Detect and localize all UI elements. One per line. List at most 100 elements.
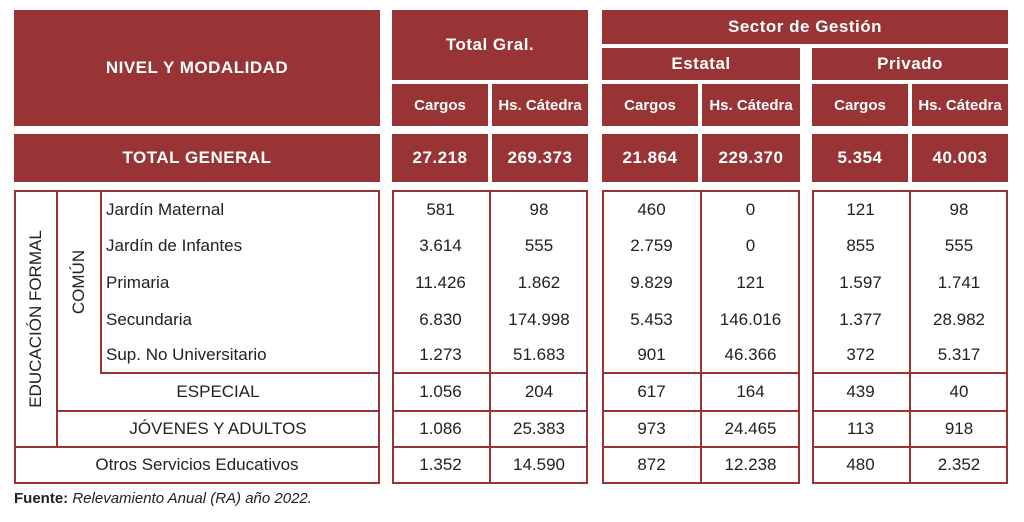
row-label-jovenes-adultos: JÓVENES Y ADULTOS xyxy=(129,419,307,438)
value-cell: 164 xyxy=(736,382,765,401)
source-footer: Fuente: Relevamiento Anual (RA) año 2022… xyxy=(14,490,312,507)
value-cell: 0 xyxy=(745,200,756,219)
divider xyxy=(602,410,800,412)
value-cell: 6.830 xyxy=(419,310,462,329)
total-cargos-header: Cargos xyxy=(392,84,488,126)
value-cell: 51.683 xyxy=(513,345,565,364)
row-label-secundaria: Secundaria xyxy=(106,310,193,329)
nivel-modalidad-label: NIVEL Y MODALIDAD xyxy=(105,58,289,77)
value-cell: 555 xyxy=(524,236,554,255)
value-cell: 5.317 xyxy=(937,345,981,364)
nivel-modalidad-header: NIVEL Y MODALIDAD xyxy=(14,10,380,126)
value-cell: 46.366 xyxy=(724,345,777,364)
divider xyxy=(392,410,588,412)
value-cell: 617 xyxy=(637,382,666,401)
value-cell: 98 xyxy=(949,200,969,219)
divider xyxy=(909,190,911,484)
total-general-value: 229.370 xyxy=(702,134,800,182)
total-general-value: 27.218 xyxy=(392,134,488,182)
value-cell: 3.614 xyxy=(419,236,462,255)
value-cell: 480 xyxy=(846,455,875,474)
value-cell: 1.862 xyxy=(517,273,561,292)
source-text: Relevamiento Anual (RA) año 2022. xyxy=(72,490,312,507)
divider xyxy=(602,446,800,448)
divider xyxy=(100,372,380,374)
divider xyxy=(14,446,380,448)
value-cell: 2.759 xyxy=(630,236,673,255)
value-cell: 25.383 xyxy=(513,419,565,438)
divider xyxy=(812,446,1008,448)
value-cell: 204 xyxy=(524,382,554,401)
value-cell: 28.982 xyxy=(933,310,985,329)
value-cell: 460 xyxy=(637,200,666,219)
total-hs-header: Hs. Cátedra xyxy=(492,84,588,126)
value-cell: 24.465 xyxy=(724,419,777,438)
divider xyxy=(602,372,800,374)
value-cell: 121 xyxy=(736,273,765,292)
row-label-primaria: Primaria xyxy=(106,273,170,292)
value-cell: 9.829 xyxy=(630,273,673,292)
privado-cargos-header: Cargos xyxy=(812,84,908,126)
value-cell: 372 xyxy=(846,345,875,364)
source-label: Fuente: xyxy=(14,490,69,507)
value-cell: 901 xyxy=(637,345,666,364)
value-cell: 439 xyxy=(846,382,875,401)
value-cell: 14.590 xyxy=(513,455,565,474)
value-cell: 11.426 xyxy=(415,273,466,292)
estatal-label: Estatal xyxy=(671,54,731,73)
sector-gestion-label: Sector de Gestión xyxy=(728,17,882,36)
total-general-label-cell: TOTAL GENERAL xyxy=(14,134,380,182)
estatal-hs-header: Hs. Cátedra xyxy=(702,84,800,126)
divider xyxy=(56,190,58,448)
labels-panel xyxy=(14,190,380,484)
value-cell: 1.352 xyxy=(419,455,462,474)
value-cell: 555 xyxy=(944,236,974,255)
value-cell: 0 xyxy=(745,236,756,255)
value-cell: 918 xyxy=(944,419,974,438)
divider xyxy=(392,372,588,374)
row-label-sup-no-universitario: Sup. No Universitario xyxy=(106,345,267,364)
value-cell: 12.238 xyxy=(724,455,777,474)
privado-label: Privado xyxy=(877,54,943,73)
value-cell: 1.741 xyxy=(937,273,981,292)
privado-header: Privado xyxy=(812,48,1008,80)
divider xyxy=(812,372,1008,374)
row-label-jardin-infantes: Jardín de Infantes xyxy=(106,236,243,255)
value-cell: 1.086 xyxy=(419,419,462,438)
value-cell: 1.056 xyxy=(419,382,462,401)
value-cell: 40 xyxy=(949,382,969,401)
estatal-header: Estatal xyxy=(602,48,800,80)
divider xyxy=(392,446,588,448)
value-cell: 113 xyxy=(846,419,875,438)
total-general-value: 269.373 xyxy=(492,134,588,182)
value-cell: 1.377 xyxy=(839,310,882,329)
total-general-value: 21.864 xyxy=(602,134,698,182)
value-cell: 872 xyxy=(637,455,666,474)
value-cell: 98 xyxy=(529,200,549,219)
total-gral-label: Total Gral. xyxy=(445,35,535,54)
value-cell: 1.273 xyxy=(419,345,462,364)
privado-hs-header: Hs. Cátedra xyxy=(912,84,1008,126)
value-cell: 121 xyxy=(846,200,875,219)
total-gral-header: Total Gral. xyxy=(392,10,588,80)
divider xyxy=(489,190,491,484)
value-cell: 5.453 xyxy=(630,310,673,329)
value-cell: 855 xyxy=(846,236,875,255)
total-general-value: 40.003 xyxy=(912,134,1008,182)
value-cell: 2.352 xyxy=(937,455,981,474)
sector-gestion-header: Sector de Gestión xyxy=(602,10,1008,44)
value-cell: 973 xyxy=(637,419,666,438)
divider xyxy=(700,190,702,484)
total-general-label: TOTAL GENERAL xyxy=(122,148,272,167)
total-general-value: 5.354 xyxy=(812,134,908,182)
educacion-formal-label: EDUCACIÓN FORMAL xyxy=(26,230,46,408)
divider xyxy=(56,410,380,412)
row-label-especial: ESPECIAL xyxy=(176,382,260,401)
value-cell: 1.597 xyxy=(839,273,882,292)
value-cell: 581 xyxy=(426,200,455,219)
divider xyxy=(100,190,102,374)
comun-label: COMÚN xyxy=(69,249,88,315)
value-cell: 146.016 xyxy=(719,310,782,329)
row-label-jardin-maternal: Jardín Maternal xyxy=(106,200,225,219)
divider xyxy=(812,410,1008,412)
